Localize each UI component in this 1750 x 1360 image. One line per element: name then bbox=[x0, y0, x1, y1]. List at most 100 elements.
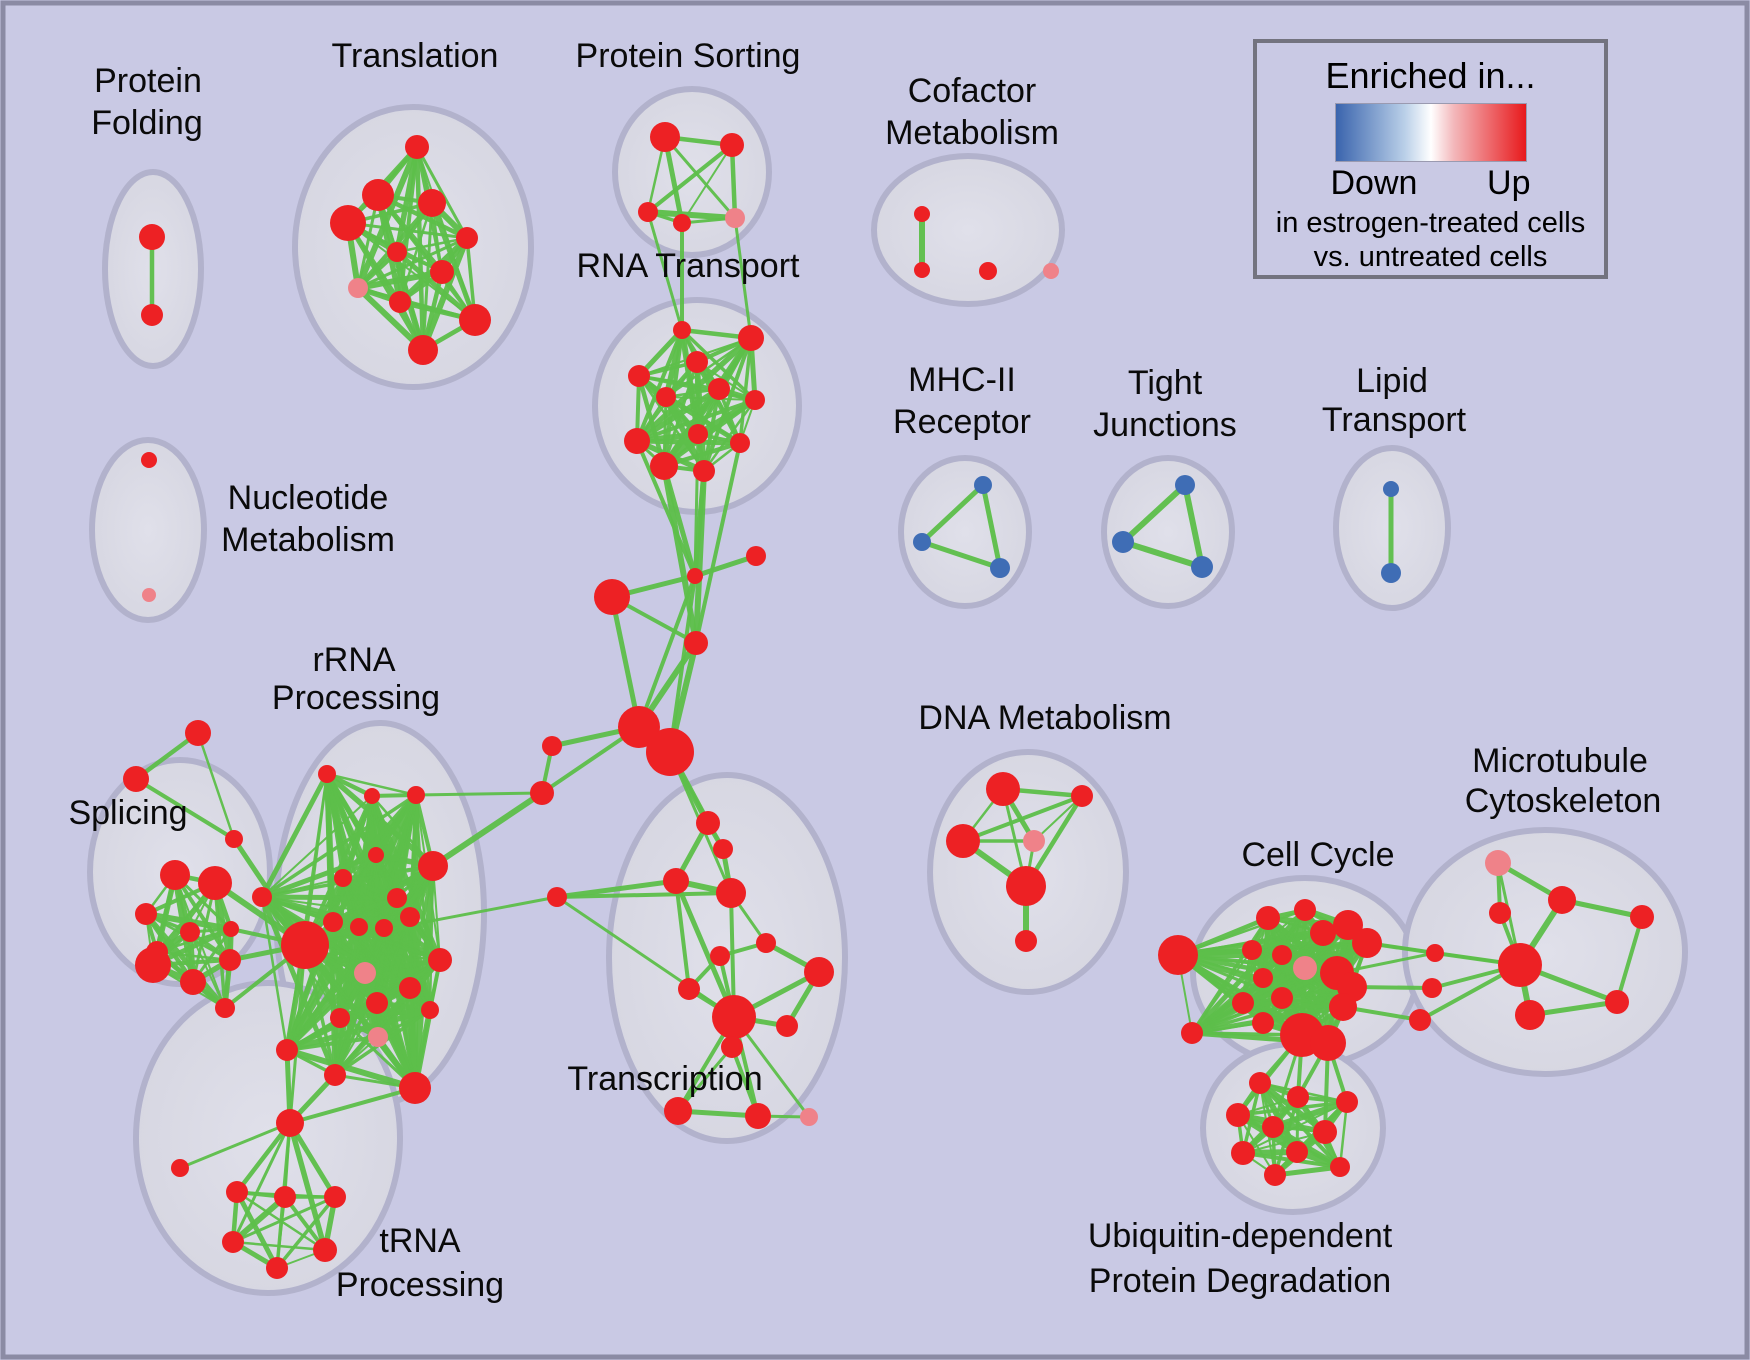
node-u4 bbox=[1262, 1116, 1284, 1138]
edge bbox=[919, 539, 1003, 571]
edge bbox=[325, 772, 418, 797]
cluster-label: Cell Cycle bbox=[1241, 836, 1394, 874]
node-rr15 bbox=[428, 948, 452, 972]
node-tj2 bbox=[1191, 556, 1213, 578]
edge bbox=[346, 221, 469, 240]
node-sp6 bbox=[135, 947, 171, 983]
node-rt1 bbox=[738, 325, 764, 351]
node-mt8 bbox=[1605, 990, 1629, 1014]
edge bbox=[919, 482, 986, 545]
node-rr20 bbox=[276, 1039, 298, 1061]
node-u2 bbox=[1336, 1091, 1358, 1113]
node-cc15 bbox=[1252, 1012, 1274, 1034]
cluster-label: Cytoskeleton bbox=[1465, 782, 1662, 820]
cluster-label: Transcription bbox=[567, 1060, 762, 1098]
node-mt1 bbox=[1548, 886, 1576, 914]
node-rt4 bbox=[708, 378, 730, 400]
cluster-label: Splicing bbox=[68, 794, 187, 832]
node-rr6 bbox=[387, 888, 407, 908]
cluster-label: tRNA bbox=[379, 1222, 461, 1260]
node-tl7 bbox=[348, 278, 368, 298]
node-c2 bbox=[594, 579, 630, 615]
node-rr12 bbox=[252, 887, 272, 907]
edge bbox=[609, 594, 642, 730]
legend-title: Enriched in... bbox=[1325, 55, 1536, 96]
edge bbox=[288, 943, 307, 1125]
node-tl1b bbox=[171, 1159, 189, 1177]
node-lp1 bbox=[1381, 563, 1401, 583]
node-sp0 bbox=[160, 860, 190, 890]
node-mh2 bbox=[990, 558, 1010, 578]
edge bbox=[1242, 1131, 1326, 1154]
edge bbox=[234, 1120, 293, 1195]
node-sp9 bbox=[215, 998, 235, 1018]
node-sp4 bbox=[223, 921, 239, 937]
cluster-label: Junctions bbox=[1093, 406, 1237, 444]
node-rr8 bbox=[350, 918, 368, 936]
node-th bbox=[712, 995, 756, 1039]
node-c1 bbox=[746, 546, 766, 566]
node-rr19 bbox=[368, 1027, 388, 1047]
node-tn5 bbox=[266, 1257, 288, 1279]
edge bbox=[285, 1035, 380, 1052]
edge bbox=[1190, 996, 1284, 1035]
cluster-label: Cofactor bbox=[908, 72, 1037, 110]
legend-down-label: Down bbox=[1330, 163, 1418, 202]
edge bbox=[646, 143, 734, 214]
edge bbox=[645, 209, 738, 221]
edge bbox=[284, 1047, 418, 1091]
node-u8 bbox=[1330, 1157, 1350, 1177]
cluster-label: Microtubule bbox=[1472, 742, 1648, 780]
node-u6 bbox=[1231, 1141, 1255, 1165]
edge bbox=[338, 1016, 417, 1090]
node-tn1 bbox=[274, 1186, 296, 1208]
node-rr0 bbox=[318, 765, 336, 783]
node-cc18 bbox=[1181, 1022, 1203, 1044]
edge bbox=[1189, 975, 1266, 1036]
edge bbox=[1615, 915, 1644, 1004]
legend-caption-line2: vs. untreated cells bbox=[1313, 241, 1548, 274]
node-u1 bbox=[1287, 1086, 1309, 1108]
node-d5 bbox=[1015, 930, 1037, 952]
node-rt0 bbox=[673, 321, 691, 339]
node-m3 bbox=[547, 887, 567, 907]
node-cc2 bbox=[1294, 899, 1316, 921]
node-t7 bbox=[678, 978, 700, 1000]
edge bbox=[287, 1120, 328, 1253]
node-c3 bbox=[684, 631, 708, 655]
node-lp0 bbox=[1383, 481, 1399, 497]
edge bbox=[555, 891, 733, 899]
node-ps3 bbox=[673, 214, 691, 232]
cluster-label: Metabolism bbox=[885, 114, 1059, 152]
node-m0 bbox=[542, 736, 562, 756]
cluster-label: Metabolism bbox=[221, 521, 395, 559]
node-tl8 bbox=[389, 291, 411, 313]
edge bbox=[345, 220, 426, 353]
cluster-label: Nucleotide bbox=[228, 479, 389, 517]
cluster-label: Lipid bbox=[1356, 362, 1428, 400]
edge bbox=[1182, 482, 1205, 570]
edge bbox=[1261, 976, 1345, 1009]
node-tl6 bbox=[430, 260, 454, 284]
node-mt6 bbox=[1409, 1009, 1431, 1031]
cluster-ellipse-cofactor-metabolism bbox=[871, 153, 1065, 307]
edge bbox=[134, 777, 236, 841]
node-t0 bbox=[696, 811, 720, 835]
node-rr18 bbox=[330, 1008, 350, 1028]
node-rt10 bbox=[650, 452, 678, 480]
edge bbox=[702, 336, 753, 473]
edge bbox=[961, 794, 1084, 843]
node-d2 bbox=[946, 824, 980, 858]
node-tl2 bbox=[418, 189, 446, 217]
node-tr0 bbox=[185, 720, 211, 746]
node-rr17 bbox=[421, 1001, 439, 1019]
edge bbox=[178, 1121, 292, 1170]
edge bbox=[285, 971, 367, 1052]
node-rr22 bbox=[399, 1072, 431, 1104]
node-p0 bbox=[1485, 850, 1511, 876]
edge bbox=[673, 878, 737, 1020]
edge bbox=[980, 482, 1003, 571]
edge bbox=[635, 398, 757, 443]
edge bbox=[663, 135, 737, 220]
edge bbox=[681, 144, 733, 224]
